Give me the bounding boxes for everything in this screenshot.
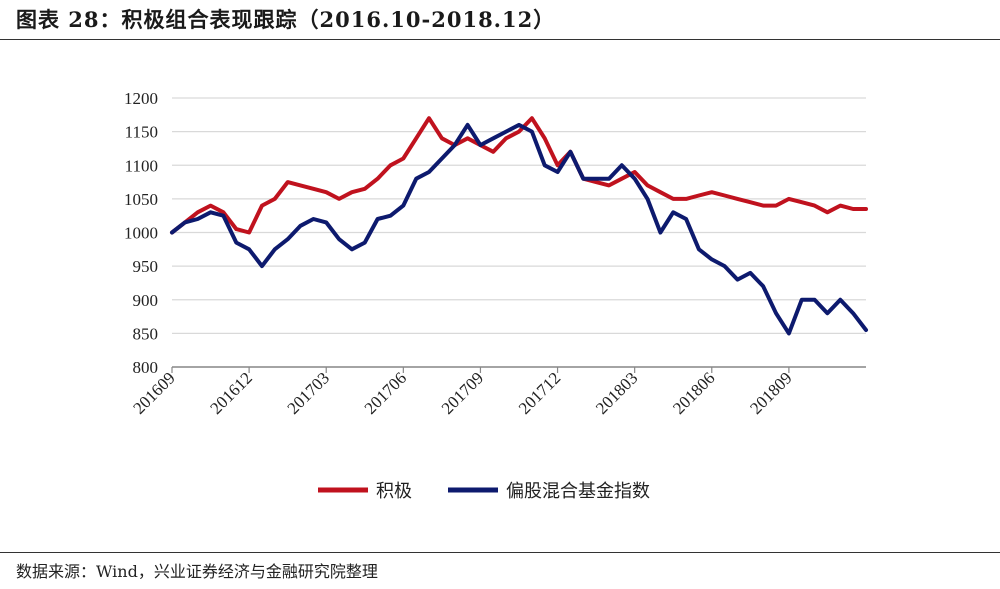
- legend: 积极 偏股混合基金指数: [318, 481, 650, 502]
- legend-label-0: 积极: [376, 481, 412, 502]
- y-tick-label: 900: [133, 291, 159, 310]
- bottom-rule: [0, 552, 1000, 553]
- y-tick-label: 1100: [125, 156, 158, 175]
- x-tick-label: 201706: [361, 368, 410, 417]
- x-tick-label: 201806: [669, 368, 718, 417]
- y-tick-label: 800: [133, 358, 159, 377]
- series-line-0: [170, 116, 868, 235]
- y-tick-label: 1200: [124, 89, 158, 108]
- y-tick-label: 1150: [125, 123, 158, 142]
- source-note: 数据来源：Wind，兴业证券经济与金融研究院整理: [16, 562, 378, 581]
- legend-label-1: 偏股混合基金指数: [506, 481, 650, 502]
- x-tick-label: 201712: [515, 368, 564, 417]
- figure-header: 图表 28：积极组合表现跟踪（2016.10-2018.12）: [0, 0, 1000, 40]
- y-tick-label: 950: [133, 257, 159, 276]
- y-tick-label: 1000: [124, 224, 158, 243]
- x-tick-label: 201612: [206, 368, 255, 417]
- top-rule: [0, 39, 1000, 40]
- x-tick-label: 201809: [746, 368, 795, 417]
- x-tick-label: 201803: [592, 368, 641, 417]
- x-axis: 201609 201612 201703 201706 201709 201712 2018…: [129, 366, 866, 418]
- series-line-1: [170, 122, 868, 336]
- y-axis-ticks: 800 850 900 950 1000 1050 1100 1150 1200: [124, 89, 158, 377]
- series-lines: [170, 116, 868, 336]
- y-tick-label: 1050: [124, 190, 158, 209]
- figure-title: 图表 28：积极组合表现跟踪（2016.10-2018.12）: [16, 7, 556, 32]
- y-tick-label: 850: [133, 324, 159, 343]
- grid-lines: [172, 97, 866, 368]
- x-tick-label: 201703: [284, 368, 333, 417]
- x-tick-label: 201709: [438, 368, 487, 417]
